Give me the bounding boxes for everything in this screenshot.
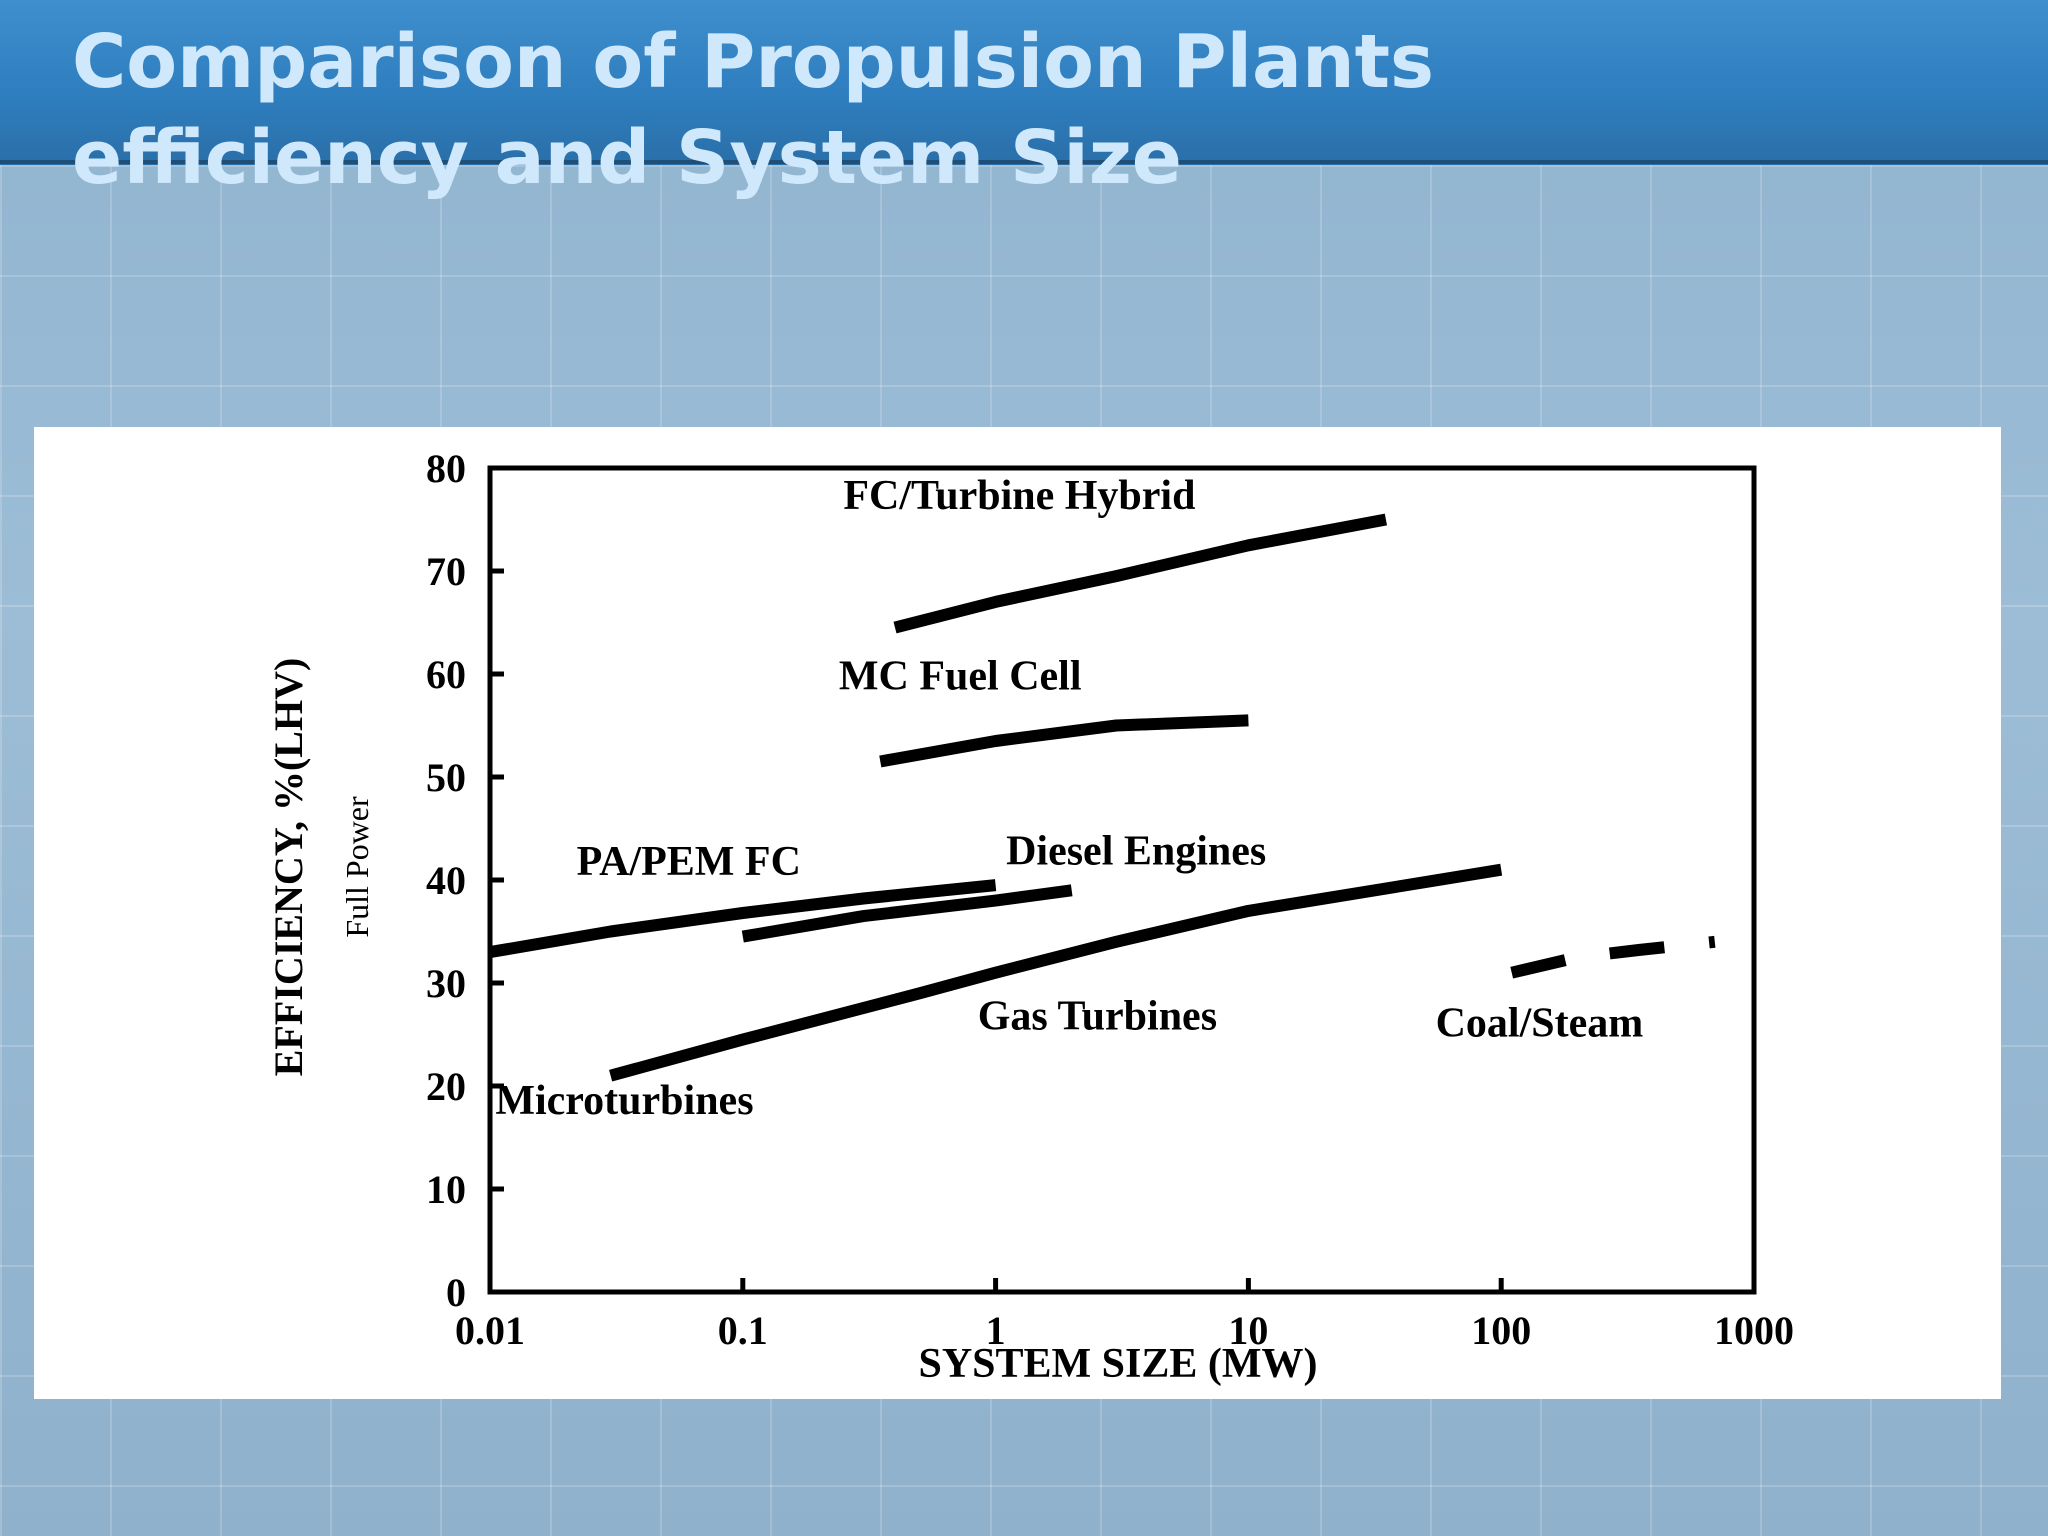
slide-title-line2: efficiency and System Size: [72, 115, 1182, 201]
x-tick-label: 1000: [1714, 1308, 1794, 1353]
title-bar: [0, 0, 2048, 165]
slide-title: Comparison of Propulsion Plants efficien…: [72, 14, 1434, 206]
series-annotation: Coal/Steam: [1436, 1001, 1644, 1047]
y-tick-label: 10: [426, 1167, 466, 1212]
x-tick-label: 10: [1228, 1308, 1268, 1353]
y-tick-label: 50: [426, 755, 466, 800]
series-line-pa-pem-fc: [488, 879, 997, 959]
x-tick-label: 0.01: [455, 1308, 525, 1353]
efficiency-vs-size-chart: 0.01 0.1 1 10 100 1000 0 10 20 30 40 50 60 70 80 FC/Tu…: [266, 446, 1794, 1387]
title-divider: [0, 160, 2048, 164]
series-line-coal-steam: [1510, 935, 1716, 979]
series-annotation: Diesel Engines: [1006, 829, 1266, 875]
series-annotation: Microturbines: [495, 1078, 753, 1124]
x-tick-label: 0.1: [718, 1308, 768, 1353]
series-line-gas-turbines: [609, 863, 1503, 1082]
y-axis-sublabel: Full Power: [339, 796, 375, 938]
slide-title-line1: Comparison of Propulsion Plants: [72, 19, 1435, 105]
x-axis-label: SYSTEM SIZE (MW): [918, 1341, 1317, 1387]
series-annotation: FC/Turbine Hybrid: [843, 473, 1195, 519]
y-tick-label: 20: [426, 1064, 466, 1109]
y-axis-label: EFFICIENCY, %(LHV): [266, 658, 311, 1077]
y-tick-label: 80: [426, 446, 466, 491]
y-tick-label: 60: [426, 652, 466, 697]
series-annotation: PA/PEM FC: [577, 839, 801, 885]
x-tick-label: 100: [1471, 1308, 1531, 1353]
series-annotation: Gas Turbines: [978, 993, 1217, 1039]
y-tick-label: 30: [426, 961, 466, 1006]
series-annotation: MC Fuel Cell: [839, 653, 1082, 699]
y-tick-label: 0: [446, 1270, 466, 1315]
series-line-fc-turbine-hybrid: [893, 513, 1388, 634]
series-line-mc-fuel-cell: [879, 714, 1249, 768]
y-tick-label: 40: [426, 858, 466, 903]
x-tick-label: 1: [986, 1308, 1006, 1353]
chart-panel: 0.01 0.1 1 10 100 1000 0 10 20 30 40 50 60 70 80 FC/Tu…: [34, 427, 2001, 1399]
series-line-diesel-engines: [741, 884, 1073, 943]
y-tick-label: 70: [426, 549, 466, 594]
